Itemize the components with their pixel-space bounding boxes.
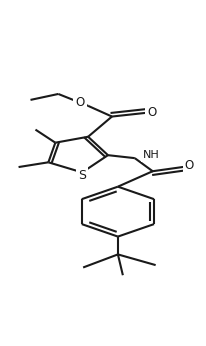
Text: O: O — [184, 159, 193, 172]
Text: S: S — [78, 170, 86, 182]
Text: O: O — [146, 107, 156, 119]
Text: NH: NH — [142, 150, 159, 160]
Text: O: O — [75, 97, 84, 109]
